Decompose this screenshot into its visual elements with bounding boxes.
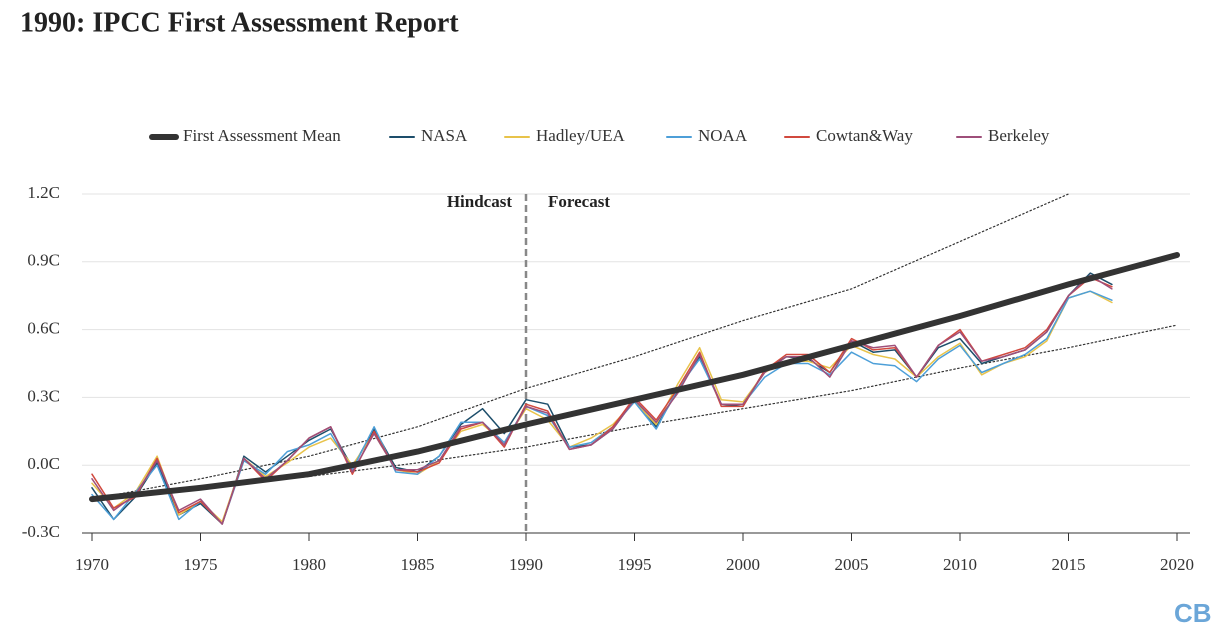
y-tick-label: 0.9C	[27, 251, 60, 270]
series-line	[91, 272, 1113, 525]
annotation: Forecast	[548, 192, 610, 211]
series-line	[91, 290, 1113, 523]
y-tick-label: 1.2C	[27, 183, 60, 202]
y-tick-label: 0.0C	[27, 454, 60, 473]
legend-label: Berkeley	[988, 126, 1050, 145]
x-tick-label: 2010	[943, 555, 977, 574]
logo: CB	[1174, 598, 1212, 628]
legend-label: NOAA	[698, 126, 748, 145]
y-tick-label: 0.6C	[27, 319, 60, 338]
x-tick-label: 1970	[75, 555, 109, 574]
annotation: Hindcast	[447, 192, 513, 211]
x-tick-label: 1985	[401, 555, 435, 574]
legend-label: NASA	[421, 126, 468, 145]
x-tick-label: 2020	[1160, 555, 1194, 574]
legend-label: Hadley/UEA	[536, 126, 625, 145]
y-tick-label: 0.3C	[27, 386, 60, 405]
series-line	[91, 274, 1113, 525]
x-tick-label: 1995	[618, 555, 652, 574]
x-tick-label: 1980	[292, 555, 326, 574]
series-line	[91, 290, 1113, 525]
x-tick-label: 2000	[726, 555, 760, 574]
x-tick-label: 1990	[509, 555, 543, 574]
x-tick-label: 2005	[835, 555, 869, 574]
legend-label: Cowtan&Way	[816, 126, 913, 145]
bound-line	[91, 193, 1070, 500]
x-tick-label: 2015	[1052, 555, 1086, 574]
legend-label: First Assessment Mean	[183, 126, 341, 145]
y-tick-label: -0.3C	[22, 522, 60, 541]
x-tick-label: 1975	[184, 555, 218, 574]
chart-title: 1990: IPCC First Assessment Report	[20, 7, 459, 38]
series-line	[89, 252, 1180, 503]
